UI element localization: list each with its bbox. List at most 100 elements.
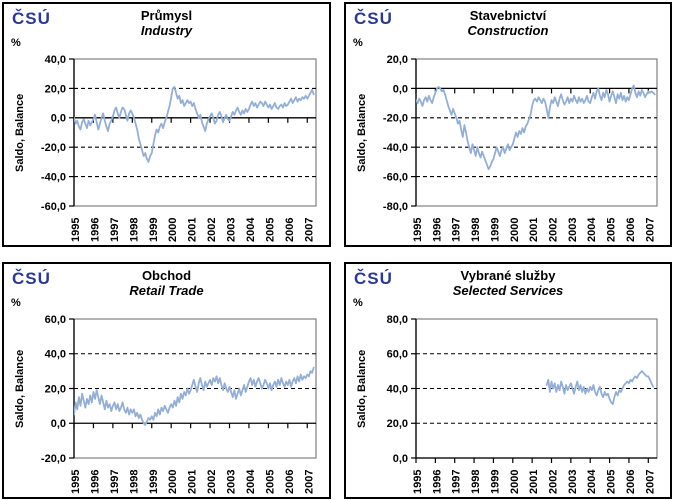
svg-text:2005: 2005	[264, 218, 276, 242]
svg-text:60,0: 60,0	[45, 314, 66, 326]
svg-text:2006: 2006	[625, 470, 637, 494]
svg-text:2003: 2003	[226, 218, 238, 242]
svg-text:20,0: 20,0	[45, 83, 66, 95]
industry-line-chart: 40,0 20,0 0,0 -20,0 -40,0 -60,0 1995 1996 1997 19…	[41, 54, 317, 242]
svg-text:1997: 1997	[451, 470, 463, 494]
svg-text:1995: 1995	[412, 218, 424, 242]
svg-text:0,0: 0,0	[51, 418, 66, 430]
svg-text:1999: 1999	[489, 218, 501, 242]
svg-text:2002: 2002	[548, 218, 560, 242]
svg-text:40,0: 40,0	[387, 383, 408, 395]
svg-text:1998: 1998	[470, 470, 482, 494]
unit-label: %	[11, 297, 21, 309]
chart-title-czech: Stavebnictví	[469, 8, 547, 23]
svg-text:2004: 2004	[245, 217, 257, 242]
svg-text:-20,0: -20,0	[41, 453, 66, 465]
svg-text:2004: 2004	[245, 469, 257, 494]
svg-text:-60,0: -60,0	[383, 171, 408, 183]
svg-text:2001: 2001	[528, 470, 540, 494]
svg-text:0,0: 0,0	[393, 83, 408, 95]
svg-text:1999: 1999	[148, 218, 160, 242]
chart-title-block: Obchod Retail Trade	[4, 268, 329, 298]
svg-text:2005: 2005	[264, 470, 276, 494]
svg-text:1999: 1999	[148, 470, 160, 494]
svg-text:1997: 1997	[109, 470, 121, 494]
csu-logo: ČSÚ	[354, 269, 393, 288]
chart-title-czech: Vybrané služby	[460, 268, 556, 283]
chart-panel-retail-trade: ČSÚ Obchod Retail Trade % Saldo, Balance…	[2, 262, 331, 499]
svg-text:1996: 1996	[431, 218, 443, 242]
svg-text:-20,0: -20,0	[383, 113, 408, 125]
csu-logo: ČSÚ	[354, 9, 393, 28]
chart-title-block: Průmysl Industry	[4, 8, 329, 38]
svg-text:2001: 2001	[528, 218, 540, 242]
svg-text:2005: 2005	[606, 470, 618, 494]
svg-text:1995: 1995	[70, 218, 82, 242]
svg-text:2007: 2007	[644, 218, 656, 242]
svg-text:1996: 1996	[89, 470, 101, 494]
svg-text:20,0: 20,0	[45, 383, 66, 395]
svg-text:1996: 1996	[89, 218, 101, 242]
svg-text:2002: 2002	[206, 470, 218, 494]
svg-text:2006: 2006	[284, 470, 296, 494]
svg-text:-20,0: -20,0	[41, 142, 66, 154]
construction-line-chart: 20,0 0,0 -20,0 -40,0 -60,0 -80,0 1995 1996 1997 1…	[383, 54, 658, 242]
csu-logo: ČSÚ	[12, 9, 51, 28]
svg-text:2000: 2000	[167, 218, 179, 242]
svg-text:-40,0: -40,0	[41, 171, 66, 183]
svg-text:1998: 1998	[470, 218, 482, 242]
chart-panel-selected-services: ČSÚ Vybrané služby Selected Services % S…	[344, 262, 672, 499]
svg-text:0,0: 0,0	[51, 113, 66, 125]
svg-text:2003: 2003	[567, 218, 579, 242]
csu-logo: ČSÚ	[12, 269, 51, 288]
svg-text:80,0: 80,0	[387, 314, 408, 326]
svg-text:-40,0: -40,0	[383, 142, 408, 154]
svg-text:2002: 2002	[206, 218, 218, 242]
svg-text:20,0: 20,0	[387, 54, 408, 66]
svg-text:-60,0: -60,0	[41, 201, 66, 213]
retail-trade-line-chart: 60,0 40,0 20,0 0,0 -20,0 1995 1996 1997 1998 1999…	[41, 314, 317, 494]
svg-text:2000: 2000	[509, 470, 521, 494]
chart-title-english: Construction	[467, 23, 549, 38]
svg-text:2000: 2000	[167, 470, 179, 494]
svg-text:2006: 2006	[284, 218, 296, 242]
svg-text:0,0: 0,0	[393, 453, 408, 465]
chart-title-english: Retail Trade	[129, 283, 204, 298]
svg-text:2000: 2000	[509, 218, 521, 242]
svg-text:2004: 2004	[586, 469, 598, 494]
svg-text:2001: 2001	[187, 218, 199, 242]
svg-text:2005: 2005	[606, 218, 618, 242]
svg-text:60,0: 60,0	[387, 349, 408, 361]
svg-text:1997: 1997	[451, 218, 463, 242]
chart-title-block: Vybrané služby Selected Services	[346, 268, 670, 298]
svg-text:1995: 1995	[70, 470, 82, 494]
svg-text:2002: 2002	[548, 470, 560, 494]
svg-text:2006: 2006	[625, 218, 637, 242]
svg-text:1996: 1996	[431, 470, 443, 494]
chart-title-czech: Obchod	[141, 268, 192, 283]
svg-text:2004: 2004	[586, 217, 598, 242]
chart-title-czech: Průmysl	[140, 8, 193, 23]
svg-text:2003: 2003	[567, 470, 579, 494]
svg-text:40,0: 40,0	[45, 349, 66, 361]
svg-text:1999: 1999	[489, 470, 501, 494]
svg-text:-80,0: -80,0	[383, 201, 408, 213]
svg-text:1997: 1997	[109, 218, 121, 242]
svg-text:1998: 1998	[128, 218, 140, 242]
chart-title-english: Industry	[140, 23, 193, 38]
svg-text:2007: 2007	[303, 470, 315, 494]
svg-text:20,0: 20,0	[387, 418, 408, 430]
unit-label: %	[353, 297, 363, 309]
svg-text:40,0: 40,0	[45, 54, 66, 66]
unit-label: %	[353, 37, 363, 49]
svg-text:1995: 1995	[412, 470, 424, 494]
svg-text:2007: 2007	[644, 470, 656, 494]
unit-label: %	[11, 37, 21, 49]
svg-text:1998: 1998	[128, 470, 140, 494]
chart-panel-industry: ČSÚ Průmysl Industry % Saldo, Balance 40…	[2, 2, 331, 247]
svg-text:2001: 2001	[187, 470, 199, 494]
chart-panel-construction: ČSÚ Stavebnictví Construction % Saldo, B…	[344, 2, 672, 247]
selected-services-line-chart: 80,0 60,0 40,0 20,0 0,0 1995 1996 1997 1998 1999 2…	[387, 314, 658, 494]
svg-text:2007: 2007	[303, 218, 315, 242]
